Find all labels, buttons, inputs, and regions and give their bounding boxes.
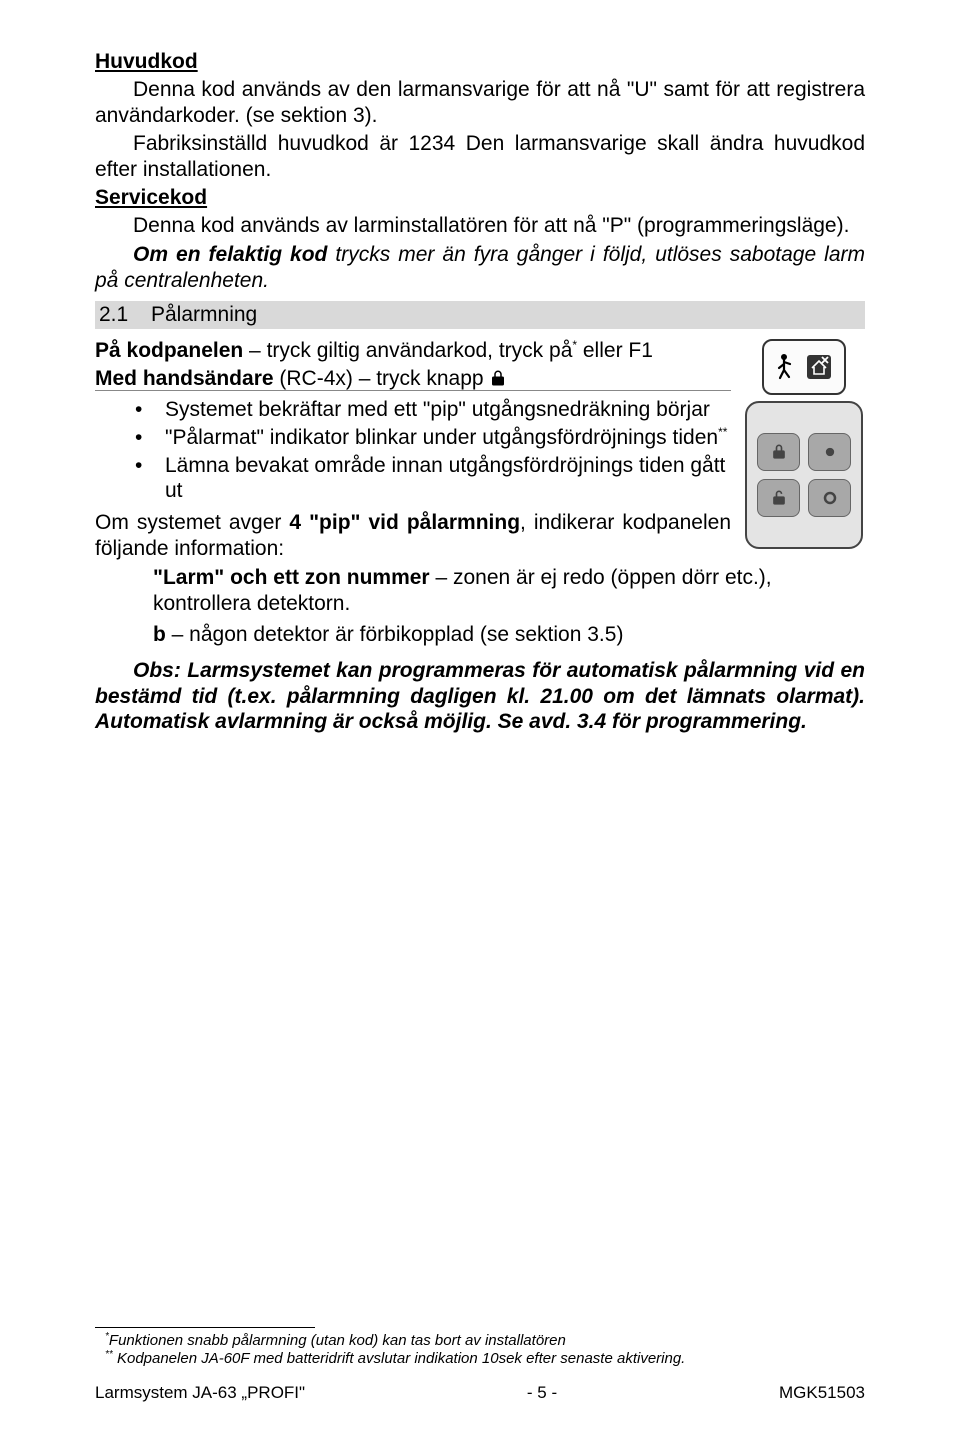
fn1-text: Funktionen snabb pålarmning (utan kod) k… xyxy=(109,1332,566,1349)
remote-btn-unlock xyxy=(757,479,800,517)
kodpanel-line: På kodpanelen – tryck giltig användarkod… xyxy=(95,338,731,364)
page-content: Huvudkod Denna kod används av den larman… xyxy=(95,50,865,735)
q2-rest: – någon detektor är förbikopplad (se sek… xyxy=(166,623,624,646)
footer-right: MGK51503 xyxy=(779,1383,865,1403)
fn2-sup: ** xyxy=(105,1349,113,1360)
person-exit-icon xyxy=(776,352,800,382)
arming-text: På kodpanelen – tryck giltig användarkod… xyxy=(95,335,731,561)
remote-btn-dot xyxy=(808,433,851,471)
remote-btn-ring xyxy=(808,479,851,517)
om-bold: 4 "pip" vid pålarmning xyxy=(289,511,520,534)
quote-b: b – någon detektor är förbikopplad (se s… xyxy=(153,622,865,648)
remote-top-icon xyxy=(762,339,846,395)
hand-rest: (RC-4x) – tryck knapp xyxy=(274,367,490,390)
q1-bold: "Larm" och ett zon nummer xyxy=(153,566,430,589)
section-title: Pålarmning xyxy=(151,303,257,326)
footer-center: - 5 - xyxy=(527,1383,557,1403)
footnote-rule xyxy=(95,1327,315,1328)
section-heading: 2.1Pålarmning xyxy=(95,301,865,329)
footnotes: *Funktionen snabb pålarmning (utan kod) … xyxy=(95,1327,865,1370)
remote-illustration-column xyxy=(745,335,865,549)
fn2-text: Kodpanelen JA-60F med batteridrift avslu… xyxy=(117,1350,685,1367)
kodpanel-rest: – tryck giltig användarkod, tryck på xyxy=(243,339,572,362)
bullet-2: "Pålarmat" indikator blinkar under utgån… xyxy=(135,425,731,451)
hand-label: Med handsändare xyxy=(95,367,274,390)
house-x-icon xyxy=(806,354,832,380)
remote-row-1 xyxy=(757,433,851,471)
obs-paragraph: Obs: Larmsystemet kan programmeras för a… xyxy=(95,658,865,735)
kodpanel-label: På kodpanelen xyxy=(95,339,243,362)
om-pre: Om systemet avger xyxy=(95,511,289,534)
para-servicekod-desc: Denna kod används av larminstallatören f… xyxy=(95,213,865,239)
para-wrong-code: Om en felaktig kod trycks mer än fyra gå… xyxy=(95,242,865,293)
section-number: 2.1 xyxy=(99,303,151,327)
para-huvudkod-desc: Denna kod används av den larmansvarige f… xyxy=(95,77,865,128)
bullet-1: Systemet bekräftar med ett "pip" utgångs… xyxy=(135,397,731,423)
remote-illustration xyxy=(745,339,863,549)
bullet-2-text: "Pålarmat" indikator blinkar under utgån… xyxy=(165,426,718,449)
wrong-code-bold: Om en felaktig kod xyxy=(133,243,327,266)
q2-bold: b xyxy=(153,623,166,646)
kodpanel-tail: eller F1 xyxy=(577,339,653,362)
lock-closed-icon xyxy=(489,368,507,394)
bullet-list: Systemet bekräftar med ett "pip" utgångs… xyxy=(135,397,731,503)
footer-left: Larmsystem JA-63 „PROFI" xyxy=(95,1383,305,1403)
bullet-3: Lämna bevakat område innan utgångsfördrö… xyxy=(135,453,731,504)
page-footer: Larmsystem JA-63 „PROFI" - 5 - MGK51503 xyxy=(95,1383,865,1403)
remote-body xyxy=(745,401,863,549)
bullet-2-sup: ** xyxy=(718,425,727,439)
heading-huvudkod: Huvudkod xyxy=(95,50,865,74)
remote-btn-lock xyxy=(757,433,800,471)
om-systemet: Om systemet avger 4 "pip" vid pålarmning… xyxy=(95,510,731,561)
footnote-1: *Funktionen snabb pålarmning (utan kod) … xyxy=(95,1332,865,1351)
para-factory-code: Fabriksinställd huvudkod är 1234 Den lar… xyxy=(95,131,865,182)
remote-row-2 xyxy=(757,479,851,517)
heading-servicekod: Servicekod xyxy=(95,186,865,210)
arming-row: På kodpanelen – tryck giltig användarkod… xyxy=(95,335,865,561)
handsender-line: Med handsändare (RC-4x) – tryck knapp xyxy=(95,366,731,394)
footnote-2: ** Kodpanelen JA-60F med batteridrift av… xyxy=(95,1350,865,1369)
quote-larm: "Larm" och ett zon nummer – zonen är ej … xyxy=(153,565,865,616)
